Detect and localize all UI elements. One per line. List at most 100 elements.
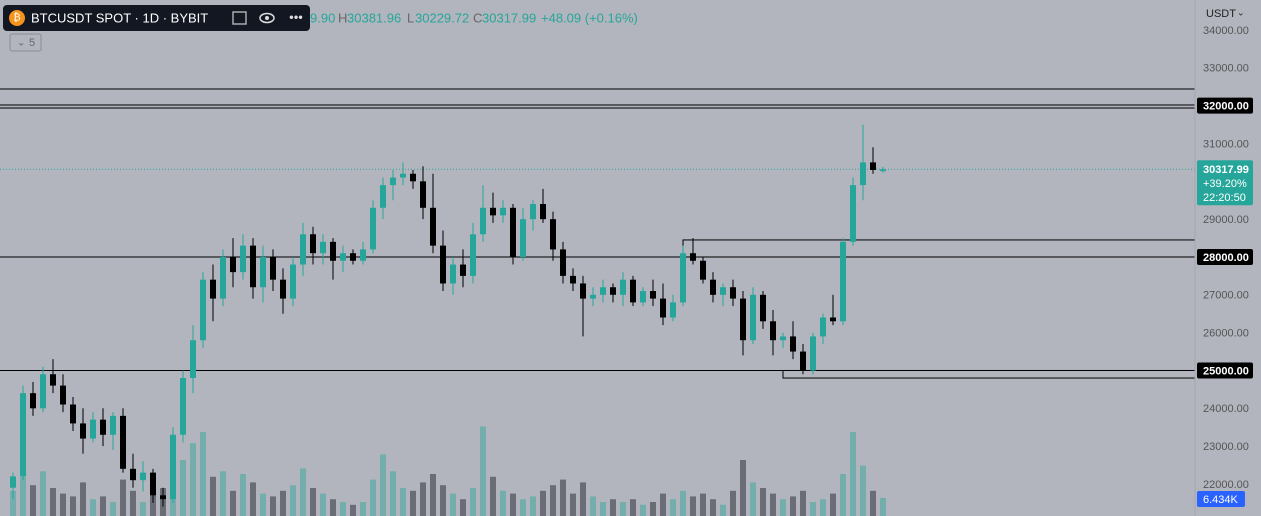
candle-body [510,207,516,257]
volume-bar [90,499,96,516]
volume-bar [810,502,816,516]
volume-bar [770,493,776,516]
candle-body [870,162,876,170]
candle-body [710,279,716,295]
volume-bar [660,493,666,516]
candle-body [680,253,686,303]
candle-body [650,291,656,299]
candle-body [300,234,306,265]
y-tick-label: 34000.00 [1203,25,1249,37]
candle-body [340,253,346,261]
candle-body [730,287,736,299]
volume-bar [60,493,66,516]
volume-bar [300,468,306,516]
volume-bar [400,488,406,516]
coin-glyph: ₿ [13,12,20,24]
candle-body [780,336,786,341]
volume-bar [460,499,466,516]
legend-bar: 9.90 H 30381.96 L 30229.72 C 30317.99 +4… [3,5,1245,52]
candle-body [850,185,856,242]
volume-bar [540,490,546,516]
candle-body [20,393,26,477]
candle-body [430,207,436,246]
y-tick-label: 22000.00 [1203,479,1249,491]
change: +48.09 (+0.16%) [541,10,638,25]
candle-body [640,291,646,303]
volume-box [1197,491,1245,507]
candle-body [740,298,746,341]
candle-body [370,207,376,250]
volume-bar [580,482,586,516]
volume-bar [120,479,126,516]
volume-bar [180,460,186,516]
volume-bar [420,482,426,516]
volume-bar [510,493,516,516]
volume-bar [560,479,566,516]
candle-body [100,419,106,435]
candle-body [880,169,886,172]
volume-label: 6.434K [1203,494,1239,506]
candle-body [10,476,16,488]
candle-body [840,241,846,322]
collapse-button[interactable] [9,33,42,52]
volume-bar [820,499,826,516]
volume-bar [750,482,756,516]
candle-body [700,260,706,280]
volume-bar [290,485,296,516]
volume-bar [470,488,476,516]
price-box [1197,160,1253,206]
candle-body [200,279,206,341]
volume-bar [240,474,246,516]
candle-body [550,219,556,250]
open-fragment: 9.90 [310,10,335,25]
candle-body [460,264,466,276]
candle-body [70,404,76,424]
volume-bar [440,485,446,516]
volume-bar [850,432,856,516]
volume-bar [190,443,196,516]
volume-bar [110,502,116,516]
chevron: ⌄ [17,38,25,49]
candle-body [220,256,226,299]
volume-bar [740,460,746,516]
candle-body [140,472,146,481]
volume-bar [700,493,706,516]
volume-bar [780,499,786,516]
candle-body [50,374,56,386]
candle-body [800,351,806,371]
y-tick-label: 31000.00 [1203,138,1249,150]
y-tick-label: 33000.00 [1203,63,1249,75]
price-label: 30317.99 [1203,164,1249,176]
candle-body [280,279,286,299]
candle-body [480,207,486,235]
countdown: 22:20:50 [1203,192,1246,204]
candle-body [530,204,536,220]
volume-bar [620,502,626,516]
candle-body [360,249,366,261]
currency[interactable]: USDT [1206,8,1236,20]
volume-bar [450,493,456,516]
candle-body [720,287,726,295]
candle-body [630,279,636,303]
price-axis: 34000.00 33000.00 32000.00 31000.00 29000.00… [1197,25,1253,507]
zone [682,239,1196,258]
volume-bar [520,499,526,516]
candle-body [690,253,696,261]
eye-icon[interactable] [259,12,275,24]
volume-bar [280,490,286,516]
low-label: L [407,10,414,25]
volume-bar [330,499,336,516]
volume-bar [590,496,596,516]
candle-body [380,185,386,208]
candle-body [400,173,406,178]
flag-icon[interactable] [232,11,247,25]
volume-bar [340,502,346,516]
candle-body [570,275,576,284]
volume-bar [550,485,556,516]
more-icon[interactable]: ••• [289,9,303,24]
tick-highlight [1197,362,1253,379]
candle-body [540,204,546,220]
candle-body [330,241,336,261]
candle-body [160,495,166,500]
volume-bar [410,490,416,516]
